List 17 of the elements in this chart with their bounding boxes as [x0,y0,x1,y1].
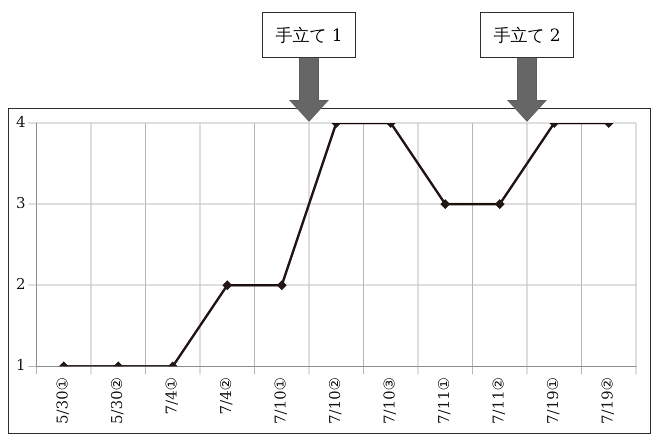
x-tick-label: 7/11① [435,377,454,424]
x-tick-label: 7/19② [598,377,617,424]
y-tick-label: 4 [16,112,26,131]
y-tick-label: 1 [16,356,26,374]
x-tick-label: 7/10① [272,377,290,424]
x-tick-label: 7/11② [490,377,508,424]
x-tick-label: 7/19① [544,377,562,424]
y-tick-label: 3 [16,194,26,212]
x-tick-label: 5/30② [108,377,126,424]
text: 手立て 1 [262,12,356,58]
x-tick-label: 5/30① [54,377,72,424]
x-tick-label: 7/4① [162,377,181,414]
x-tick-label: 7/10③ [380,377,399,424]
text: 手立て 2 [480,12,574,58]
x-tick-label: 7/4② [217,377,236,414]
x-tick-label: 7/10② [326,377,344,424]
y-tick-label: 2 [16,275,26,294]
